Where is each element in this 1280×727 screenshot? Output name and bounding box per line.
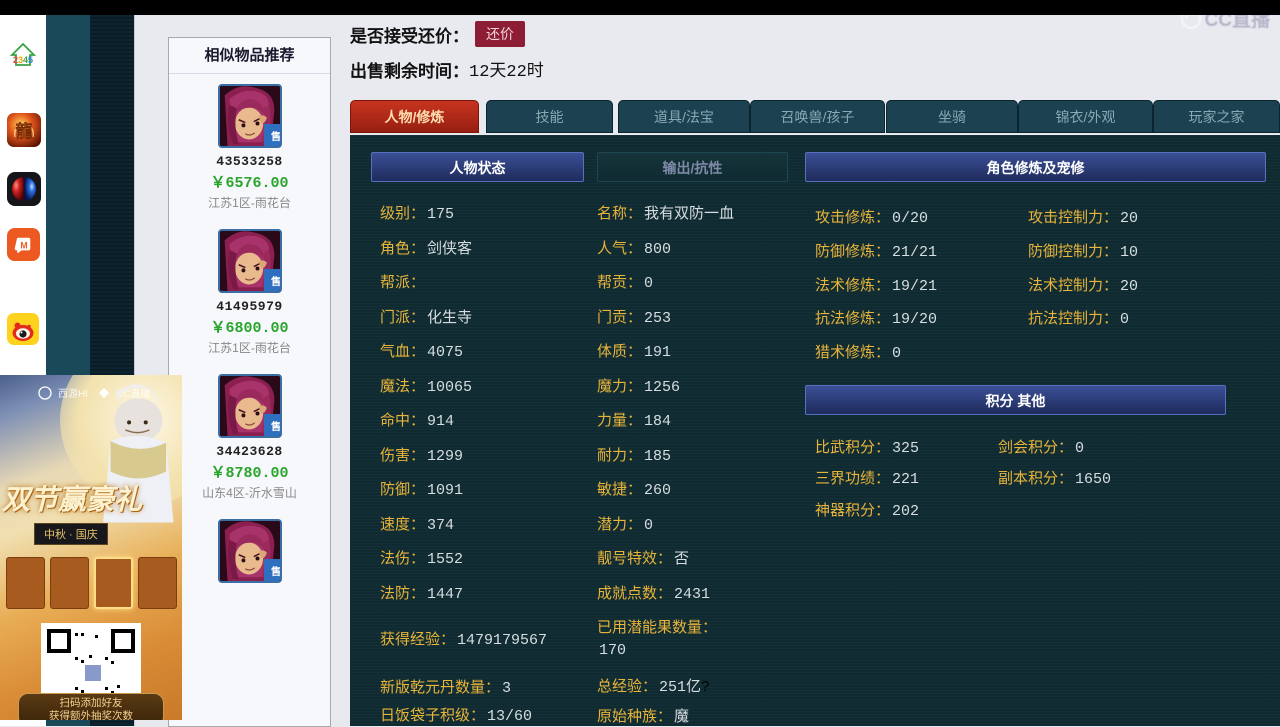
svg-text:2345: 2345 xyxy=(13,55,33,65)
svg-text:M: M xyxy=(20,240,27,250)
svg-text:龍: 龍 xyxy=(16,121,33,141)
